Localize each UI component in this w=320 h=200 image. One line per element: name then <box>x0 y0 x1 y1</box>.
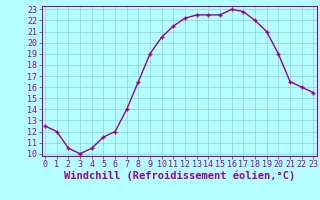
X-axis label: Windchill (Refroidissement éolien,°C): Windchill (Refroidissement éolien,°C) <box>64 171 295 181</box>
